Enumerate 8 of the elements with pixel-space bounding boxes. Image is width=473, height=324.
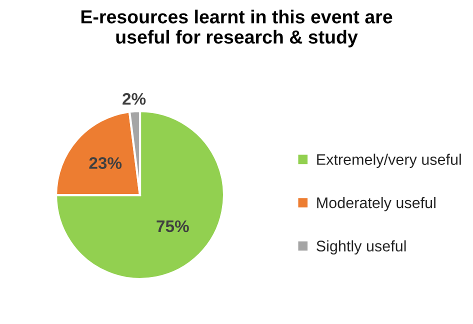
data-label: 23% <box>89 157 122 169</box>
chart-title: E-resources learnt in this event are useful for research & study <box>81 10 392 48</box>
legend-label: Moderately useful <box>317 197 436 212</box>
legend-label: Extremely/very useful <box>317 154 461 168</box>
pie-slice <box>54 110 226 280</box>
data-label: 2% <box>122 93 146 105</box>
legend-label: Sightly useful <box>316 240 406 255</box>
data-label: 75% <box>156 220 189 232</box>
